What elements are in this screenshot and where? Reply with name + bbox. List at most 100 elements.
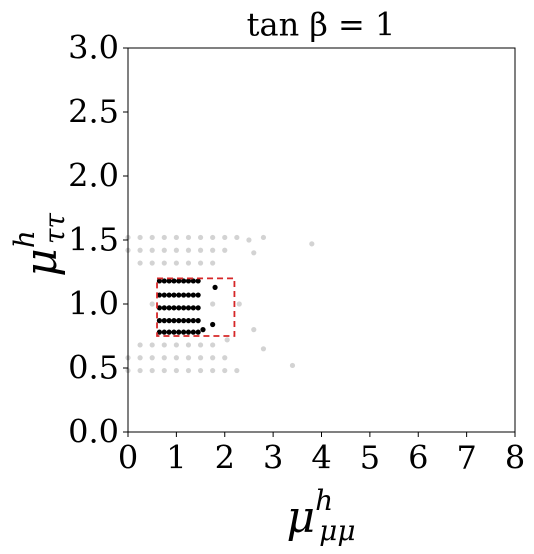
point <box>137 247 143 253</box>
point <box>200 327 206 333</box>
point <box>210 234 216 241</box>
x-tick-label: 7 <box>456 439 476 477</box>
point <box>185 329 192 335</box>
point <box>171 292 177 298</box>
x-tick-label: 0 <box>118 439 138 477</box>
x-label-base: μ <box>286 492 315 543</box>
point <box>166 305 172 311</box>
point <box>173 260 179 266</box>
point <box>173 367 179 374</box>
point <box>156 292 163 298</box>
point <box>137 355 143 361</box>
point <box>195 329 201 335</box>
region-box <box>156 277 236 337</box>
point <box>161 367 167 374</box>
point <box>185 342 192 348</box>
point <box>185 355 192 361</box>
point <box>149 342 155 348</box>
point <box>234 234 240 241</box>
point <box>185 247 192 253</box>
point <box>234 367 240 374</box>
point <box>185 260 192 266</box>
point <box>149 301 155 307</box>
x-label-sub: μμ <box>319 514 355 547</box>
point <box>195 278 201 284</box>
point <box>210 260 216 266</box>
point <box>173 342 179 348</box>
point <box>190 329 196 335</box>
point <box>251 327 257 333</box>
point <box>161 329 167 335</box>
point <box>197 342 204 348</box>
point <box>190 318 196 324</box>
x-tick-label: 1 <box>166 439 186 477</box>
point <box>161 305 167 311</box>
plot-frame <box>127 47 516 433</box>
point <box>149 247 155 253</box>
point <box>190 305 196 311</box>
point <box>149 355 155 361</box>
point <box>137 342 143 348</box>
y-tick-label: 1.5 <box>68 221 119 259</box>
point <box>176 318 182 324</box>
point <box>210 367 216 374</box>
point <box>185 278 192 284</box>
point <box>173 247 179 253</box>
point <box>176 305 182 311</box>
point <box>166 278 172 284</box>
point <box>190 278 196 284</box>
point <box>171 278 177 284</box>
point <box>181 329 187 335</box>
y-tick-label: 2.5 <box>68 93 119 131</box>
x-tick-label: 3 <box>263 439 283 477</box>
point <box>176 329 182 335</box>
point <box>181 318 187 324</box>
x-tick-label: 8 <box>505 439 525 477</box>
point <box>176 292 182 298</box>
point <box>161 318 167 324</box>
point <box>197 355 204 361</box>
point <box>156 318 163 324</box>
point <box>195 318 201 324</box>
point <box>149 234 155 241</box>
point <box>195 292 201 298</box>
point <box>166 292 172 298</box>
point <box>156 305 163 311</box>
point <box>260 234 267 241</box>
point <box>149 260 155 266</box>
point <box>176 278 182 284</box>
point <box>149 367 155 374</box>
point <box>222 247 228 253</box>
point <box>161 278 167 284</box>
y-label-base: μ <box>16 248 67 277</box>
point <box>161 234 167 241</box>
point <box>185 318 192 324</box>
point <box>222 355 228 361</box>
point <box>197 367 204 374</box>
point <box>185 367 192 374</box>
point <box>185 292 192 298</box>
point <box>236 301 242 307</box>
point <box>289 362 296 369</box>
point <box>173 234 179 241</box>
y-label-sub: ττ <box>38 213 71 244</box>
x-tick-label: 2 <box>215 439 235 477</box>
point <box>222 234 228 241</box>
x-axis-label: μh μμ <box>286 484 355 547</box>
point <box>309 241 315 247</box>
point <box>156 329 163 335</box>
point <box>210 301 216 307</box>
point <box>137 234 143 241</box>
x-tick-label: 5 <box>360 439 380 477</box>
point <box>173 355 179 361</box>
point <box>137 367 143 374</box>
point <box>210 321 216 328</box>
y-tick-label: 0.5 <box>68 349 119 387</box>
x-label-sup: h <box>315 484 333 517</box>
point <box>181 292 187 298</box>
point <box>260 346 267 352</box>
y-axis-label: μhττ <box>8 213 71 277</box>
y-tick-label: 0.0 <box>68 413 119 451</box>
point <box>166 318 172 324</box>
